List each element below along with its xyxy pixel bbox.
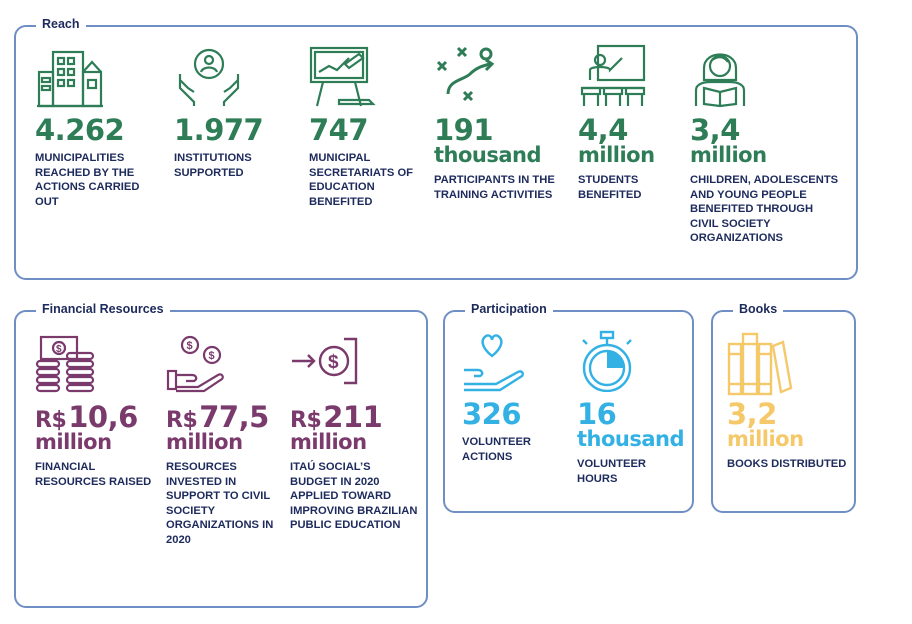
reach-stat-secretariats: 747 MUNICIPAL SECRETARIATS OF EDUCATION … bbox=[309, 44, 419, 209]
municipalities-value: 4.262 bbox=[35, 113, 125, 147]
secretariats-value: 747 bbox=[309, 113, 369, 147]
arrow-dollar-icon: $ bbox=[292, 337, 358, 385]
children-desc: CHILDREN, ADOLESCENTS AND YOUNG PEOPLE B… bbox=[690, 174, 839, 244]
budget-desc: ITAÚ SOCIAL’S BUDGET IN 2020 APPLIED TOW… bbox=[290, 461, 418, 531]
hours-value: 16 bbox=[577, 397, 617, 431]
buildings-icon bbox=[37, 50, 103, 108]
books-stat-distributed: 3,2 million BOOKS DISTRIBUTED bbox=[727, 330, 847, 472]
students-value: 4,4 bbox=[578, 113, 628, 147]
participants-value: 191 bbox=[434, 113, 494, 147]
financial-panel: Financial Resources bbox=[14, 302, 428, 608]
municipalities-desc: MUNICIPALITIES REACHED BY THE ACTIONS CA… bbox=[35, 152, 140, 208]
financial-title: Financial Resources bbox=[36, 302, 170, 316]
invested-desc: RESOURCES INVESTED IN SUPPORT TO CIVIL S… bbox=[166, 461, 274, 546]
hands-person-icon bbox=[178, 48, 240, 106]
participants-unit: thousand bbox=[434, 143, 542, 167]
students-unit: million bbox=[578, 143, 655, 167]
participation-title: Participation bbox=[465, 302, 553, 316]
budget-prefix: R$ bbox=[290, 408, 322, 433]
books-panel: Books bbox=[711, 302, 856, 513]
financial-stat-invested: $ $ R$77,5 million RESOURCES INVESTED IN… bbox=[166, 333, 281, 547]
participants-desc: PARTICIPANTS IN THE TRAINING ACTIVITIES bbox=[434, 174, 555, 201]
reach-stat-students: 4,4 million STUDENTS BENEFITED bbox=[578, 44, 678, 202]
raised-desc: FINANCIAL RESOURCES RAISED bbox=[35, 461, 152, 488]
budget-value: 211 bbox=[323, 400, 383, 434]
raised-unit: million bbox=[35, 430, 112, 454]
books-desc: BOOKS DISTRIBUTED bbox=[727, 458, 847, 470]
svg-text:$: $ bbox=[328, 352, 339, 373]
institutions-desc: INSTITUTIONS SUPPORTED bbox=[174, 152, 252, 179]
reach-title: Reach bbox=[36, 17, 86, 31]
children-unit: million bbox=[690, 143, 767, 167]
presentation-board-icon bbox=[309, 46, 376, 107]
students-desc: STUDENTS BENEFITED bbox=[578, 174, 642, 201]
money-coins-icon: $ bbox=[35, 335, 95, 393]
actions-value: 326 bbox=[462, 397, 522, 431]
financial-stat-budget: $ R$211 million ITAÚ SOCIAL’S BUDGET IN … bbox=[290, 333, 420, 533]
reach-stat-children: 3,4 million CHILDREN, ADOLESCENTS AND YO… bbox=[690, 44, 840, 246]
participation-stat-hours: 16 thousand VOLUNTEER HOURS bbox=[577, 330, 689, 486]
invested-unit: million bbox=[166, 430, 243, 454]
classroom-teacher-icon bbox=[580, 44, 646, 106]
svg-text:$: $ bbox=[209, 350, 215, 362]
hours-unit: thousand bbox=[577, 427, 685, 451]
children-value: 3,4 bbox=[690, 113, 740, 147]
books-unit: million bbox=[727, 427, 804, 451]
reach-panel: Reach bbox=[14, 17, 858, 280]
stopwatch-icon bbox=[582, 330, 632, 392]
hand-coins-icon: $ $ bbox=[166, 335, 224, 393]
books-title: Books bbox=[733, 302, 784, 316]
svg-text:$: $ bbox=[187, 340, 193, 352]
reach-stat-participants: 191 thousand PARTICIPANTS IN THE TRAININ… bbox=[434, 44, 559, 202]
girl-reading-icon bbox=[694, 53, 746, 108]
participation-panel: Participation bbox=[443, 302, 694, 513]
secretariats-desc: MUNICIPAL SECRETARIATS OF EDUCATION BENE… bbox=[309, 152, 414, 208]
svg-text:$: $ bbox=[56, 344, 62, 355]
financial-stat-raised: $ R$10,6 million FINANCIAL RESOURCES RAI… bbox=[35, 333, 155, 489]
raised-prefix: R$ bbox=[35, 408, 67, 433]
hours-desc: VOLUNTEER HOURS bbox=[577, 458, 646, 485]
invested-prefix: R$ bbox=[166, 408, 198, 433]
raised-value: 10,6 bbox=[68, 400, 138, 434]
books-value: 3,2 bbox=[727, 397, 777, 431]
books-icon bbox=[727, 332, 793, 396]
participation-stat-actions: 326 VOLUNTEER ACTIONS bbox=[462, 330, 572, 464]
budget-unit: million bbox=[290, 430, 367, 454]
reach-stat-institutions: 1.977 INSTITUTIONS SUPPORTED bbox=[174, 44, 284, 180]
reach-stat-municipalities: 4.262 MUNICIPALITIES REACHED BY THE ACTI… bbox=[35, 44, 155, 209]
hand-heart-icon bbox=[464, 334, 524, 392]
actions-desc: VOLUNTEER ACTIONS bbox=[462, 436, 531, 463]
invested-value: 77,5 bbox=[199, 400, 269, 434]
institutions-value: 1.977 bbox=[174, 113, 264, 147]
strategy-play-icon bbox=[436, 46, 495, 102]
